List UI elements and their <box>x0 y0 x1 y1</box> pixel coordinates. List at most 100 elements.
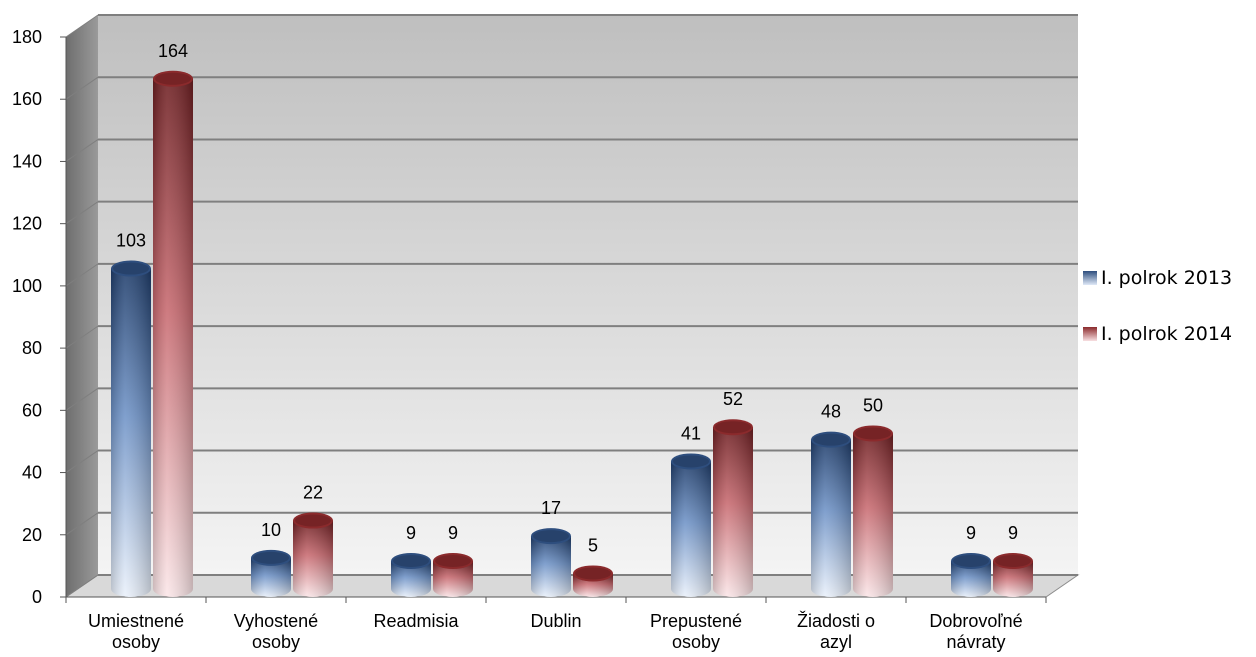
bar-top <box>391 553 431 569</box>
bar-shade <box>671 461 711 597</box>
bar-shade <box>391 561 431 597</box>
bar-top-shade <box>253 551 289 564</box>
bar-top-shade <box>715 421 751 434</box>
bar-shade <box>853 433 893 597</box>
bar-2013 <box>391 553 431 597</box>
legend-label-2014: I. polrok 2014 <box>1101 323 1233 345</box>
gridline-side <box>65 450 99 473</box>
gridline-side <box>65 387 99 411</box>
bar-2013 <box>811 431 851 597</box>
bar-2013 <box>671 453 711 597</box>
bar-shade <box>293 520 333 597</box>
data-label: 41 <box>681 423 701 443</box>
gridline-side <box>65 574 99 598</box>
data-label: 10 <box>261 520 281 540</box>
legend-swatch-2014 <box>1083 327 1097 341</box>
bar-top-shade <box>113 262 149 275</box>
bar-2014 <box>573 565 613 597</box>
category-label: Žiadosti o azyl <box>797 611 875 652</box>
data-label: 9 <box>406 523 416 543</box>
bar-shade <box>111 268 151 597</box>
bar-top <box>993 553 1033 569</box>
data-label: 48 <box>821 402 841 422</box>
y-tick-label: 160 <box>12 89 42 109</box>
bar-shade <box>531 536 571 597</box>
bar-top-shade <box>435 555 471 567</box>
category-label: Vyhostené osoby <box>234 611 318 652</box>
gridline-side <box>65 76 99 100</box>
bar-top <box>671 453 711 470</box>
data-labels: 103 10 9 17 41 48 9 164 22 9 5 52 50 9 <box>116 41 1018 556</box>
bar-top <box>251 549 291 566</box>
y-tick-label: 140 <box>12 151 42 171</box>
bar-2014 <box>853 425 893 597</box>
bar-2014 <box>293 512 333 597</box>
bar-shade <box>993 561 1033 597</box>
bar-shade <box>811 439 851 597</box>
gridline-side <box>65 201 99 225</box>
legend-item-2014: I. polrok 2014 <box>1083 320 1232 348</box>
bar-top-shade <box>155 72 191 85</box>
y-tick-label: 60 <box>22 400 42 420</box>
bar-top <box>713 419 753 436</box>
bar-top-shade <box>995 555 1031 567</box>
category-label: Dobrovoľné návraty <box>929 611 1022 652</box>
y-tick-label: 180 <box>12 27 42 47</box>
gridlines <box>65 14 1078 598</box>
bar-shade <box>713 427 753 597</box>
bar-shade <box>153 78 193 598</box>
legend-item-2013: I. polrok 2013 <box>1083 264 1232 292</box>
category-label: Prepustené osoby <box>650 611 742 652</box>
back-wall <box>98 15 1078 575</box>
data-label: 50 <box>863 395 883 415</box>
data-label: 5 <box>588 535 598 555</box>
bar-shade <box>951 561 991 597</box>
bar-top <box>293 512 333 529</box>
legend: I. polrok 2013 I. polrok 2014 <box>1083 264 1232 376</box>
gridline-side <box>65 512 99 536</box>
bar-top-shade <box>813 433 849 446</box>
gridline-side <box>65 139 99 162</box>
bar-2014 <box>713 419 753 597</box>
data-label: 103 <box>116 231 146 251</box>
bar-top <box>433 553 473 569</box>
y-tick-label: 120 <box>12 214 42 234</box>
plot-walls <box>64 15 1080 598</box>
bar-top <box>153 70 193 87</box>
bar-top <box>111 260 151 277</box>
floor <box>64 574 1080 598</box>
bar-2014 <box>433 553 473 597</box>
y-axis: 0 20 40 60 80 100 120 140 160 180 <box>12 27 67 607</box>
bar-top-shade <box>393 555 429 567</box>
gridline-side <box>65 263 99 287</box>
category-label: Readmisia <box>373 611 459 631</box>
bar-top-shade <box>673 455 709 468</box>
legend-swatch-2013 <box>1083 271 1097 285</box>
bar-top <box>573 565 613 582</box>
bar-top-shade <box>533 530 569 543</box>
y-tick-label: 80 <box>22 338 42 358</box>
bar-top-shade <box>575 567 611 580</box>
bar-shade <box>433 561 473 597</box>
bar-top-shade <box>953 555 989 567</box>
bar-2014 <box>993 553 1033 597</box>
bar-top-shade <box>855 427 891 440</box>
bars <box>111 70 1033 598</box>
data-label: 9 <box>966 523 976 543</box>
data-label: 17 <box>541 498 561 518</box>
bar-top <box>531 528 571 545</box>
bar-top <box>811 431 851 448</box>
y-tick-label: 20 <box>22 525 42 545</box>
bar-shade <box>251 557 291 597</box>
side-wall <box>66 15 98 597</box>
gridline-side <box>65 325 99 349</box>
bar-2013 <box>531 528 571 597</box>
bar-2013 <box>251 549 291 597</box>
bar-top-shade <box>295 514 331 527</box>
legend-label-2013: I. polrok 2013 <box>1101 267 1233 289</box>
gridline-side <box>65 14 99 38</box>
bar-2013 <box>951 553 991 597</box>
y-tick-label: 0 <box>32 587 42 607</box>
data-label: 9 <box>448 523 458 543</box>
